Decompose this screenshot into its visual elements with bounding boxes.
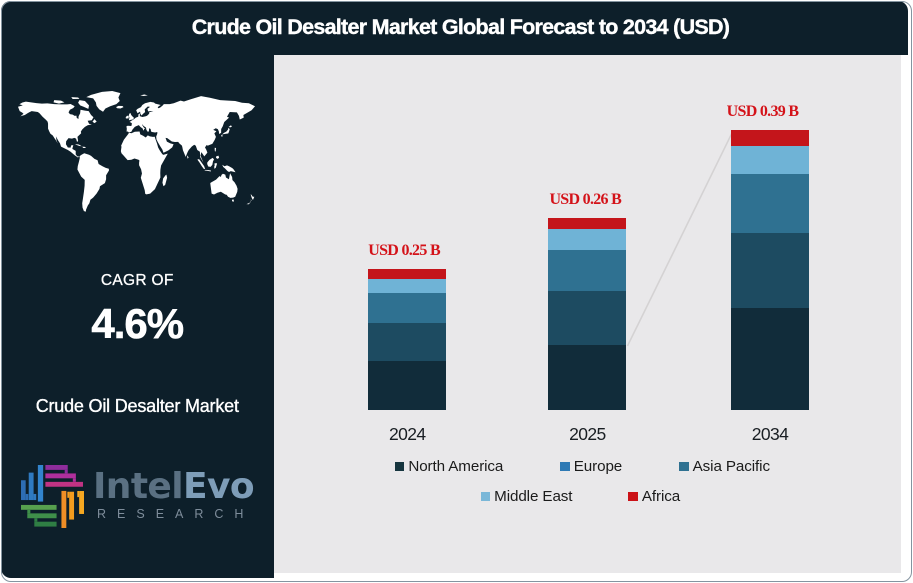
bar-segment-africa [731, 130, 809, 146]
legend-swatch-icon [628, 491, 638, 502]
legend-swatch-icon [679, 461, 689, 472]
legend-row-1: North America Europe Asia Pacific [269, 458, 897, 475]
logo-subtitle: RESEARCH [97, 507, 255, 521]
bar-segment-asia-pacific [548, 250, 627, 291]
legend-swatch-icon [560, 461, 570, 472]
bar-segment-asia-pacific [368, 292, 447, 323]
bar-segment-middle-east [368, 278, 447, 293]
legend-label: Middle East [494, 488, 573, 505]
sidebar: CAGR OF 4.6% Crude Oil Desalter Market I… [1, 1, 274, 578]
bar-segment-africa [368, 268, 447, 279]
market-name: Crude Oil Desalter Market [35, 396, 240, 416]
year-label-2034: 2034 [751, 423, 789, 444]
legend-item-europe: Europe [560, 458, 622, 475]
legend-label: Africa [641, 488, 681, 505]
legend-item-asia-pacific: Asia Pacific [679, 458, 770, 475]
legend-item-north-america: North America [394, 458, 504, 475]
bar-segment-middle-east [731, 146, 809, 174]
logo-name-part2: Evo [183, 466, 255, 507]
logo-name: IntelEvo [93, 466, 255, 507]
legend-row-2: Middle East Africa [267, 488, 895, 505]
usd-label-2025: USD 0.26 B [549, 191, 622, 208]
world-map-icon [18, 91, 255, 212]
intelevo-logo: IntelEvo RESEARCH [21, 464, 261, 530]
logo-name-part1: Intel [93, 466, 184, 507]
cagr-value: 4.6% [91, 299, 184, 347]
legend-label: North America [408, 458, 504, 475]
bar-segment-europe [548, 290, 627, 345]
legend-label: Europe [573, 458, 623, 475]
bar-2024 [368, 268, 447, 410]
bar-segment-europe [731, 233, 809, 308]
page-title: Crude Oil Desalter Market Global Forecas… [191, 15, 731, 40]
usd-label-2024: USD 0.25 B [368, 241, 440, 259]
usd-label-2034: USD 0.39 B [726, 103, 799, 120]
legend-item-middle-east: Middle East [480, 488, 573, 505]
bar-segment-north-america [731, 308, 809, 410]
bar-segment-north-america [368, 361, 447, 410]
legend-item-africa: Africa [628, 488, 680, 505]
bar-segment-europe [368, 322, 447, 361]
bar-2034 [731, 130, 809, 410]
year-label-2024: 2024 [389, 423, 426, 444]
bar-2025 [548, 218, 627, 410]
bar-segment-asia-pacific [731, 174, 809, 233]
intelevo-logo-mark-icon [21, 465, 84, 528]
legend-label: Asia Pacific [692, 458, 770, 475]
chart-panel: USD 0.25 B USD 0.26 B USD 0.39 B 2024 20… [273, 54, 902, 574]
bar-segment-north-america [548, 344, 627, 410]
trend-line [626, 131, 733, 346]
legend-swatch-icon [480, 491, 491, 502]
sidebar-background [1, 1, 274, 578]
cagr-label: CAGR OF [100, 271, 174, 289]
bar-segment-africa [548, 218, 627, 229]
year-label-2025: 2025 [569, 423, 606, 444]
bar-segment-middle-east [548, 229, 627, 250]
legend-swatch-icon [394, 461, 405, 472]
